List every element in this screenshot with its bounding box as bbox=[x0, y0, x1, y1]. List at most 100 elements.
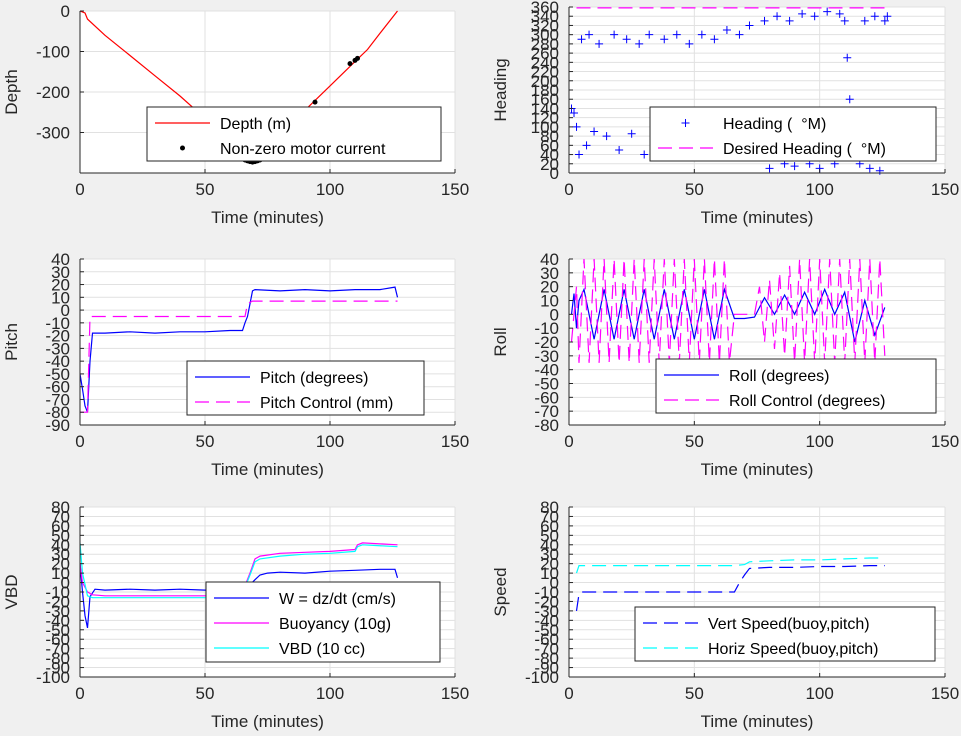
vbd-y-axis-label: VBD bbox=[2, 575, 21, 610]
roll-y-tick-label: -60 bbox=[534, 388, 559, 407]
speed-y-tick-label: 10 bbox=[540, 564, 559, 583]
speed-y-tick-label: 80 bbox=[540, 498, 559, 517]
speed-y-tick-label: -100 bbox=[525, 668, 559, 687]
roll-legend-label: Roll Control (degrees) bbox=[729, 393, 886, 410]
heading-x-tick-label: 0 bbox=[564, 180, 573, 199]
speed-x-tick-label: 0 bbox=[564, 684, 573, 703]
heading-y-tick-label: 240 bbox=[531, 53, 559, 72]
heading-series-0-point bbox=[635, 39, 644, 48]
roll-x-tick-label: 150 bbox=[931, 432, 959, 451]
roll-y-tick-label: 10 bbox=[540, 292, 559, 311]
vbd-y-tick-label: 50 bbox=[51, 526, 70, 545]
depth-series-1-point bbox=[312, 99, 318, 105]
vbd-y-tick-label: 60 bbox=[51, 517, 70, 536]
vbd-legend-label: W = dz/dt (cm/s) bbox=[279, 591, 396, 608]
heading-legend-swatch bbox=[681, 119, 690, 127]
pitch-y-tick-label: 40 bbox=[51, 250, 70, 269]
heading-legend-box bbox=[649, 106, 937, 162]
heading-series-0-point bbox=[765, 164, 774, 173]
roll-y-tick-label: -50 bbox=[534, 375, 559, 394]
heading-legend-label: Heading ( °M) bbox=[723, 116, 826, 133]
roll-x-tick-label: 100 bbox=[805, 432, 833, 451]
heading-series-0-point bbox=[710, 35, 719, 44]
vbd-legend: W = dz/dt (cm/s) Buoyancy (10g) VBD (10 cc… bbox=[205, 581, 441, 663]
speed-y-tick-label: -50 bbox=[534, 621, 559, 640]
heading-y-axis-label: Heading bbox=[491, 58, 510, 121]
pitch-legend-label: Pitch (degrees) bbox=[260, 370, 369, 387]
speed-y-tick-label: -90 bbox=[534, 659, 559, 678]
heading-series-0-point bbox=[575, 150, 584, 159]
heading-series-0-point bbox=[843, 53, 852, 62]
depth-legend-swatch bbox=[180, 145, 185, 151]
depth-x-tick-label: 150 bbox=[441, 180, 469, 199]
roll-legend-box bbox=[655, 358, 937, 414]
heading-series-0-point bbox=[622, 35, 631, 44]
roll-y-tick-label: 40 bbox=[540, 250, 559, 269]
depth-series-1-point bbox=[347, 61, 353, 67]
heading-y-tick-label: 200 bbox=[531, 72, 559, 91]
pitch-x-tick-label: 0 bbox=[75, 432, 84, 451]
depth-x-tick-label: 50 bbox=[196, 180, 215, 199]
heading-y-tick-label: 80 bbox=[540, 127, 559, 146]
vbd-y-tick-label: 40 bbox=[51, 536, 70, 555]
depth-y-tick-label: 0 bbox=[61, 2, 70, 21]
speed-x-axis-label: Time (minutes) bbox=[701, 712, 814, 731]
pitch-y-tick-label: 0 bbox=[61, 301, 70, 320]
speed-data-layer bbox=[575, 557, 885, 611]
heading-series-0-point bbox=[672, 30, 681, 39]
heading-x-tick-label: 150 bbox=[931, 180, 959, 199]
speed-y-tick-label: 70 bbox=[540, 507, 559, 526]
heading-series-0-point bbox=[570, 109, 579, 118]
heading-y-tick-label: 140 bbox=[531, 99, 559, 118]
vbd-y-tick-label: -40 bbox=[45, 611, 70, 630]
heading-legend-label: Desired Heading ( °M) bbox=[723, 141, 886, 158]
depth-legend-label: Non-zero motor current bbox=[220, 141, 386, 158]
roll-x-tick-label: 50 bbox=[685, 432, 704, 451]
heading-y-tick-label: 300 bbox=[531, 26, 559, 45]
speed-y-tick-label: 60 bbox=[540, 517, 559, 536]
vbd-y-tick-label: -100 bbox=[36, 668, 70, 687]
roll-y-axis-label: Roll bbox=[491, 327, 510, 356]
vbd-series-1-line bbox=[80, 542, 398, 597]
heading-y-tick-label: 20 bbox=[540, 155, 559, 174]
pitch-y-tick-label: -50 bbox=[45, 365, 70, 384]
depth-y-tick-label: -200 bbox=[36, 83, 70, 102]
speed-x-tick-label: 50 bbox=[685, 684, 704, 703]
pitch-y-tick-label: -80 bbox=[45, 403, 70, 422]
roll-y-tick-label: -30 bbox=[534, 347, 559, 366]
speed-series-1-line bbox=[575, 557, 885, 574]
vbd-y-tick-label: -60 bbox=[45, 630, 70, 649]
pitch-y-tick-label: 30 bbox=[51, 263, 70, 282]
speed-series-0-line bbox=[575, 565, 885, 611]
heading-series-0-point bbox=[798, 9, 807, 18]
pitch-x-tick-label: 150 bbox=[441, 432, 469, 451]
pitch-y-tick-label: -70 bbox=[45, 390, 70, 409]
speed-legend-label: Vert Speed(buoy,pitch) bbox=[708, 616, 870, 633]
pitch-y-tick-label: -30 bbox=[45, 339, 70, 358]
depth-chart: 0 50 100 150 0 -100 -200 -300 Time (minutes) Dept… bbox=[2, 2, 469, 227]
speed-legend-box bbox=[634, 606, 936, 662]
pitch-legend-box bbox=[186, 360, 425, 416]
heading-series-0-point bbox=[697, 30, 706, 39]
vbd-y-tick-label: -20 bbox=[45, 592, 70, 611]
pitch-x-axis-label: Time (minutes) bbox=[211, 460, 324, 479]
heading-series-0-point bbox=[685, 39, 694, 48]
vbd-series-2-line bbox=[80, 542, 398, 599]
vbd-y-tick-label: -90 bbox=[45, 659, 70, 678]
heading-series-0-point bbox=[590, 127, 599, 136]
vbd-legend-box bbox=[205, 581, 441, 663]
vbd-y-tick-label: -80 bbox=[45, 649, 70, 668]
speed-y-tick-label: -30 bbox=[534, 602, 559, 621]
roll-y-tick-label: -70 bbox=[534, 402, 559, 421]
pitch-y-tick-label: 20 bbox=[51, 276, 70, 295]
heading-y-tick-label: 280 bbox=[531, 35, 559, 54]
pitch-x-tick-label: 100 bbox=[316, 432, 344, 451]
vbd-x-tick-label: 100 bbox=[316, 684, 344, 703]
speed-y-tick-label: -80 bbox=[534, 649, 559, 668]
heading-series-0-point bbox=[602, 132, 611, 141]
pitch-legend: Pitch (degrees) Pitch Control (mm) bbox=[186, 360, 425, 416]
roll-x-axis-label: Time (minutes) bbox=[701, 460, 814, 479]
speed-y-tick-label: -10 bbox=[534, 583, 559, 602]
heading-y-tick-label: 160 bbox=[531, 90, 559, 109]
